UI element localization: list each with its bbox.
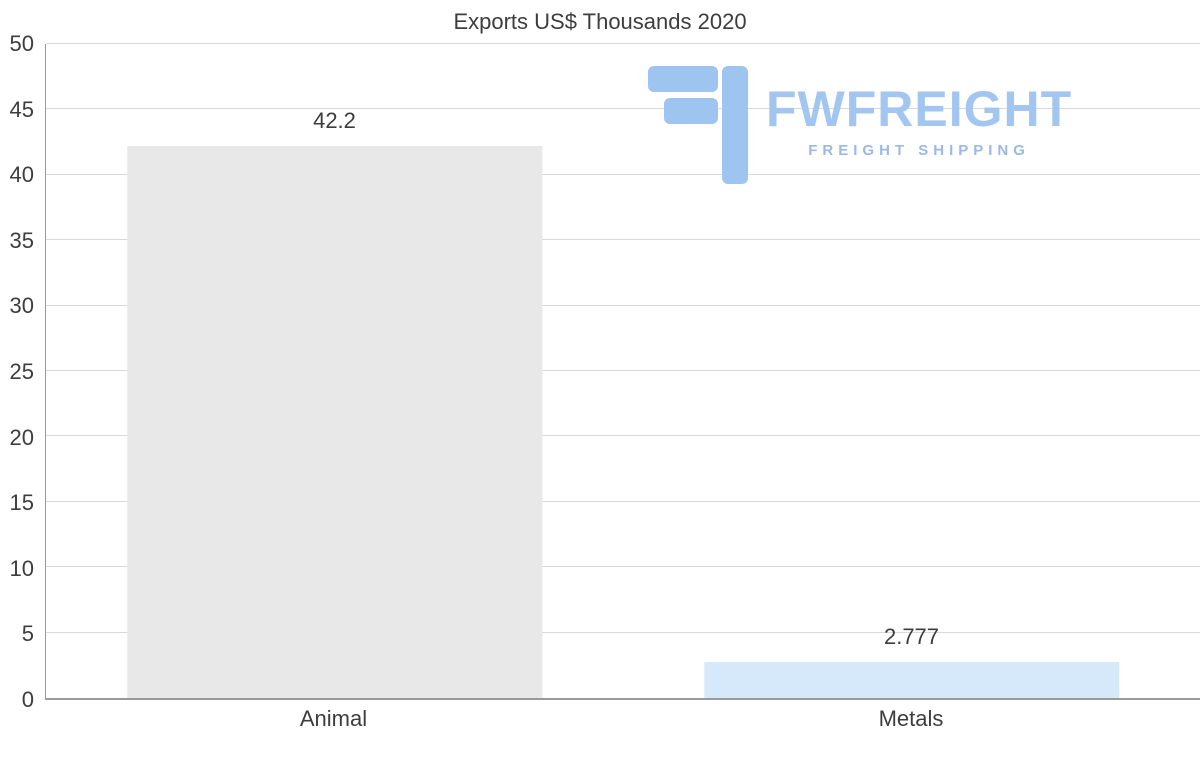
logo-text-block: FWFREIGHT FREIGHT SHIPPING xyxy=(766,66,1072,159)
category-label: Metals xyxy=(878,706,944,731)
y-tick-label: 15 xyxy=(9,490,34,516)
bar-slot: 2.777 xyxy=(623,44,1200,698)
y-tick-label: 30 xyxy=(9,293,34,319)
bar-slot: 42.2 xyxy=(46,44,623,698)
y-tick-label: 25 xyxy=(9,359,34,384)
chart-title: Exports US$ Thousands 2020 xyxy=(453,9,747,34)
bar-metals xyxy=(703,661,1120,698)
gridline xyxy=(46,43,1200,44)
gridline xyxy=(46,173,1200,175)
plot-area: 42.2 2.777 xyxy=(45,43,1200,700)
category-label: Animal xyxy=(299,706,368,731)
gridline xyxy=(46,500,1200,502)
gridline xyxy=(46,631,1200,633)
gridline xyxy=(46,108,1200,110)
bar-animal xyxy=(126,146,543,698)
y-tick-label: 50 xyxy=(9,31,34,56)
gridline xyxy=(46,566,1200,568)
y-tick-label: 0 xyxy=(21,687,34,712)
logo: FWFREIGHT FREIGHT SHIPPING xyxy=(648,66,1072,184)
gridline xyxy=(46,370,1200,371)
y-axis: 0 5 10 15 20 25 30 35 40 45 50 xyxy=(0,31,40,712)
bar-value-label: 2.777 xyxy=(883,623,940,649)
y-tick-label: 10 xyxy=(9,555,34,581)
y-tick-label: 5 xyxy=(21,621,34,647)
y-tick-label: 35 xyxy=(9,227,34,253)
gridline xyxy=(46,435,1200,437)
logo-tagline: FREIGHT SHIPPING xyxy=(808,142,1030,159)
logo-name: FWFREIGHT xyxy=(766,81,1073,137)
y-tick-label: 40 xyxy=(9,162,34,188)
fwfreight-logo-icon xyxy=(648,66,748,184)
y-tick-label: 45 xyxy=(9,96,34,122)
gridline xyxy=(46,304,1200,306)
y-tick-label: 20 xyxy=(9,424,34,450)
gridline xyxy=(46,239,1200,241)
bar-value-label: 42.2 xyxy=(313,108,356,134)
